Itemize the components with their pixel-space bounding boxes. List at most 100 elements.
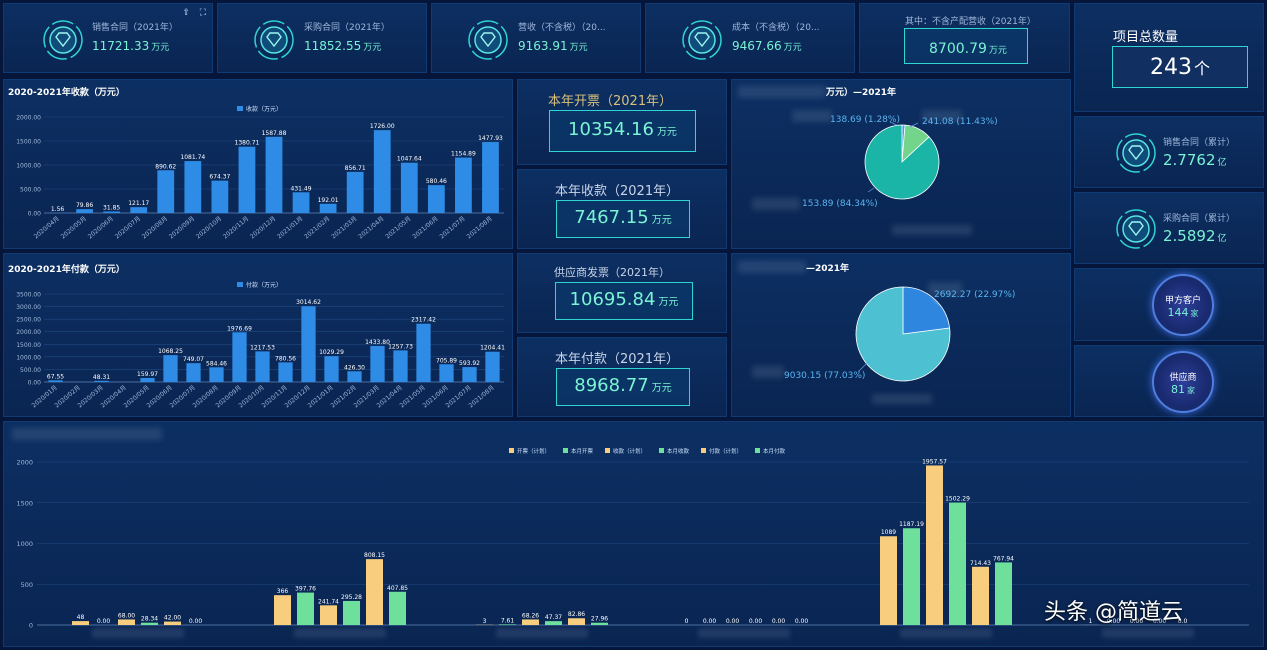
payments-bar-chart: 0.00 500.00 1000.00 1500.00 2000.00 2500.00 30… — [16, 281, 505, 409]
bar — [141, 622, 158, 625]
bar — [926, 465, 943, 625]
kpi-value: 9163.91 万元 — [518, 39, 588, 53]
pie-chart-2: 2692.27 (22.97%) 9030.15 (77.03%) — [784, 286, 1015, 382]
diamond-icon — [467, 19, 509, 61]
y-tick-label: 0 — [29, 622, 33, 630]
bar — [324, 356, 339, 382]
data-label: 1257.73 — [388, 343, 413, 350]
blurred-x-label — [698, 628, 790, 638]
bar — [163, 355, 178, 382]
legend-label: 本月收款 — [667, 447, 690, 455]
data-label: 2317.42 — [411, 317, 436, 324]
blurred-label — [922, 110, 962, 122]
plan-vs-actual-chart: 0 500 1000 1500 2000 开票（计划） 本月开票 收款（计划） 本月收款 付款（计… — [16, 447, 1249, 638]
kpi-unit: 万元 — [363, 43, 382, 53]
data-label: 1433.80 — [365, 339, 390, 346]
data-label: 714.43 — [970, 560, 991, 567]
kpi-card-purchase-contract: 采购合同（2021年） 11852.55 万元 — [217, 3, 427, 73]
kpi-number: 9163.91 — [518, 39, 568, 53]
pie-slice — [902, 286, 951, 335]
kpi-unit: 万元 — [151, 43, 170, 53]
stat-unit: 亿 — [1217, 158, 1227, 168]
mid-value-frame: 7467.15 万元 — [556, 200, 690, 238]
clients-ring: 甲方客户 144 家 — [1152, 274, 1214, 336]
legend-swatch — [563, 448, 568, 453]
y-tick-label: 500.00 — [20, 187, 41, 194]
data-label: 1154.89 — [451, 151, 476, 158]
bar — [427, 185, 445, 213]
y-tick-label: 2000.00 — [16, 329, 41, 336]
data-label: 241.74 — [318, 598, 339, 605]
data-label: 580.46 — [426, 178, 447, 185]
receipts-chart-title: 2020-2021年收款（万元） — [8, 88, 125, 98]
data-label: 7.61 — [501, 617, 515, 624]
data-label: 890.62 — [155, 163, 176, 170]
bar — [522, 619, 539, 625]
stat-card-sales-cumulative: 销售合同（累计） 2.7762 亿 — [1074, 116, 1264, 188]
diamond-icon — [681, 19, 723, 61]
kpi-value: 9467.66 万元 — [732, 39, 802, 53]
data-label: 48.31 — [93, 374, 110, 381]
mid-value: 7467.15 万元 — [557, 207, 689, 228]
data-label: 426.30 — [344, 364, 365, 371]
y-tick-label: 0.00 — [28, 211, 42, 218]
bar — [568, 618, 585, 625]
bar — [373, 130, 391, 213]
bar — [140, 377, 155, 382]
legend-swatch — [659, 448, 664, 453]
pie-leader-line — [909, 122, 919, 128]
data-label: 1502.29 — [945, 496, 970, 503]
share-icon[interactable]: ⇪ — [182, 8, 190, 18]
bar — [393, 350, 408, 382]
data-label: 1477.93 — [478, 135, 503, 142]
data-label: 0.00 — [703, 618, 717, 625]
data-label: 48 — [77, 614, 85, 621]
data-label: 705.89 — [436, 357, 457, 364]
legend-swatch — [509, 448, 514, 453]
bar — [265, 136, 283, 213]
stat-value: 2.7762 亿 — [1163, 151, 1227, 169]
pie-label: 241.08 (11.43%) — [922, 117, 998, 127]
data-label: 1089 — [881, 529, 896, 536]
pie-leader-line — [931, 299, 941, 307]
data-label: 1976.69 — [227, 325, 252, 332]
suppliers-unit: 家 — [1187, 386, 1195, 395]
data-label: 808.15 — [364, 552, 385, 559]
bar — [278, 362, 293, 382]
kpi-number: 11721.33 — [92, 39, 150, 53]
data-label: 79.86 — [76, 202, 93, 209]
mid-unit: 万元 — [651, 215, 672, 226]
bar — [370, 345, 385, 382]
kpi-title: 其中：不含产配营收（2021年） — [905, 17, 1036, 27]
legend-label: 付款（万元） — [246, 281, 282, 289]
bar — [48, 380, 63, 382]
kpi-number: 9467.66 — [732, 39, 782, 53]
pie-leader-line — [889, 121, 898, 126]
bar — [103, 211, 121, 213]
x-tick-label: 2021/03月 — [330, 215, 358, 240]
data-label: 1726.00 — [370, 123, 395, 130]
mid-number: 7467.15 — [574, 207, 649, 228]
bar — [274, 595, 291, 625]
fullscreen-icon[interactable]: ⛶ — [199, 8, 206, 18]
x-tick-label: 2021/08月 — [468, 384, 496, 409]
blurred-title — [12, 428, 162, 440]
pie-label: 2692.27 (22.97%) — [934, 290, 1015, 300]
stat-value: 2.5892 亿 — [1163, 227, 1227, 245]
suppliers-title: 供应商 — [1169, 373, 1197, 383]
data-label: 407.85 — [387, 585, 408, 592]
pie-slice — [855, 286, 951, 382]
bar — [118, 619, 135, 625]
bar — [416, 323, 431, 382]
data-label: 584.46 — [206, 360, 227, 367]
stat-title: 采购合同（累计） — [1163, 214, 1236, 224]
bar — [455, 157, 472, 213]
blurred-x-label — [294, 628, 386, 638]
data-label: 1187.19 — [899, 521, 924, 528]
mid-title: 本年开票（2021年） — [548, 94, 673, 109]
y-tick-label: 1500.00 — [16, 342, 41, 349]
data-label: 67.55 — [47, 373, 64, 380]
legend-label: 收款（万元） — [246, 105, 282, 113]
data-label: 1 — [1089, 618, 1093, 625]
y-tick-label: 2500.00 — [16, 317, 41, 324]
